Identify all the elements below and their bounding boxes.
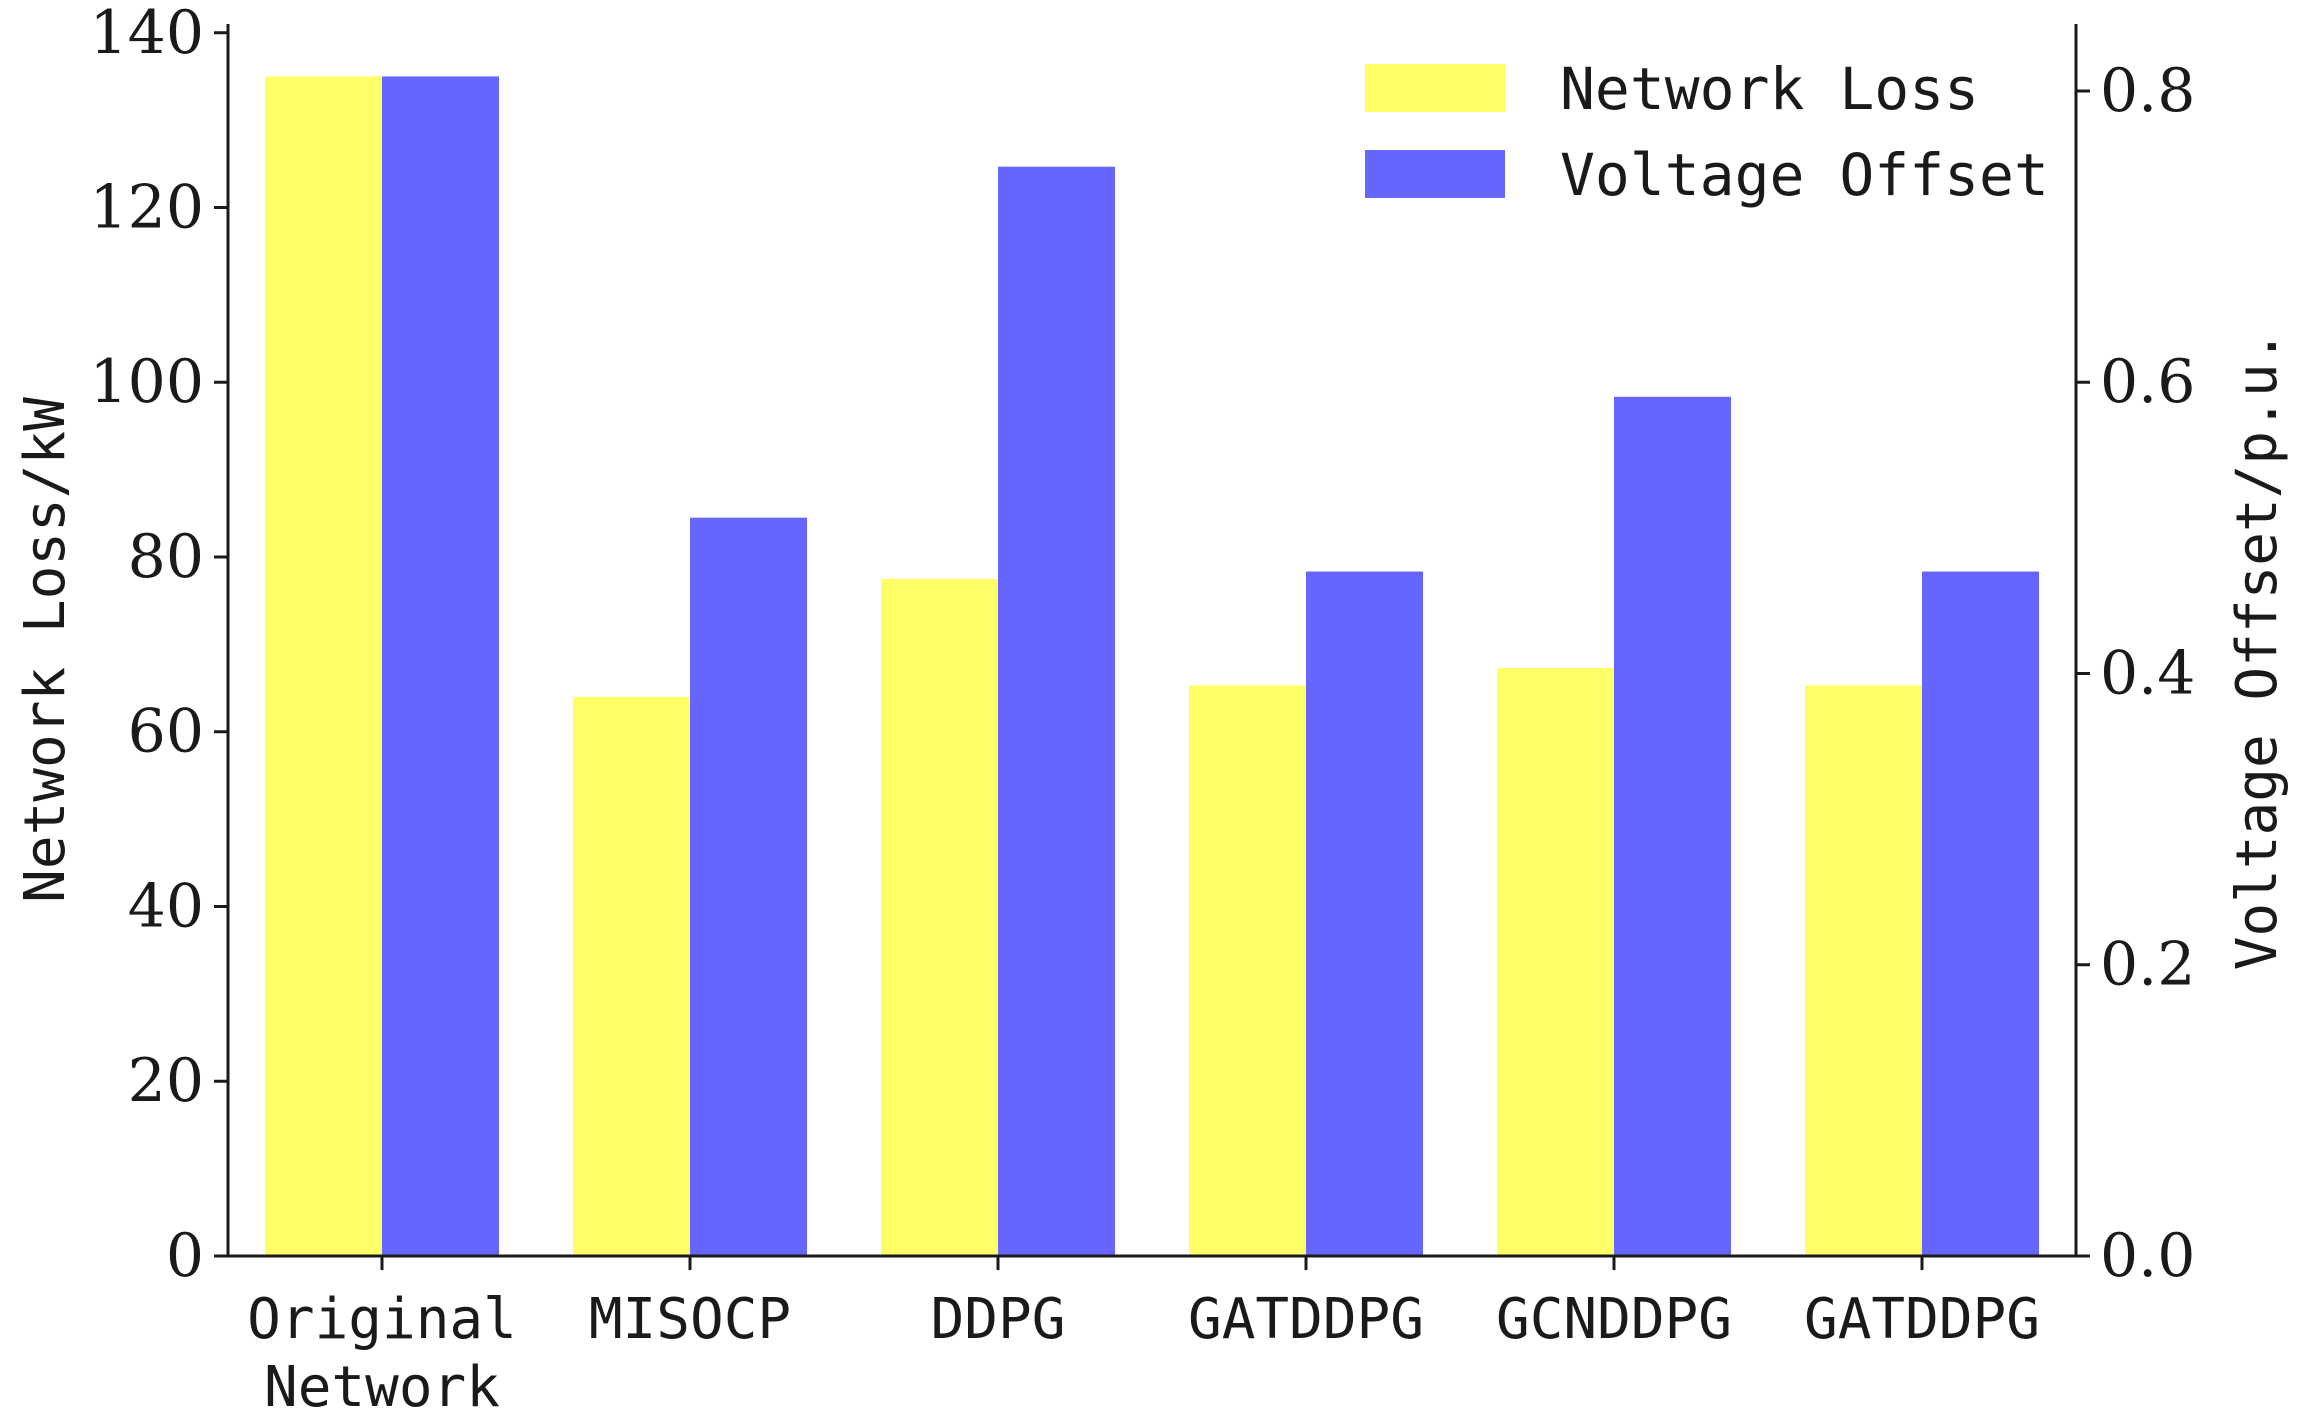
y-right-tick-label: 0.0: [2100, 1221, 2195, 1291]
bar-voltage-offset-3: [1306, 571, 1423, 1256]
bar-voltage-offset-0: [382, 76, 499, 1256]
y-left-tick-label: 100: [89, 347, 204, 417]
y-left-tick-label: 0: [166, 1221, 204, 1291]
y-right-tick-label: 0.4: [2100, 638, 2195, 708]
y-axis-left-title: Network Loss/kW: [13, 397, 78, 903]
x-tick-label: GATDDPG: [1188, 1287, 1424, 1352]
x-tick-label: GATDDPG: [1804, 1287, 2040, 1352]
legend-label-network-loss: Network Loss: [1560, 55, 1979, 123]
bar-voltage-offset-4: [1614, 396, 1731, 1256]
axes-layer: [226, 24, 2078, 1258]
legend-label-voltage-offset: Voltage Offset: [1560, 141, 2049, 209]
x-tick-label: Original: [247, 1287, 517, 1352]
x-tick-label: GCNDDPG: [1496, 1287, 1732, 1352]
legend: Network Loss Voltage Offset: [1365, 55, 2049, 209]
bar-network-loss-2: [881, 578, 998, 1256]
bar-voltage-offset-1: [690, 517, 807, 1256]
y-left-tick-label: 120: [89, 172, 204, 242]
ticks-layer: 0 20 40 60 80 100 120 140 0.0 0.2 0.4 0.6 0.8 Origina…: [89, 0, 2195, 1420]
legend-swatch-voltage-offset: [1365, 150, 1505, 198]
bars-layer: [265, 76, 2039, 1256]
y-left-tick-label: 40: [128, 871, 204, 941]
y-left-tick-label: 140: [89, 0, 204, 68]
y-right-tick-label: 0.8: [2100, 56, 2195, 126]
y-left-tick-label: 20: [128, 1046, 204, 1116]
x-tick-label: Network: [264, 1355, 500, 1420]
bar-voltage-offset-5: [1922, 571, 2039, 1256]
bar-network-loss-0: [265, 76, 382, 1256]
bar-network-loss-3: [1189, 685, 1306, 1256]
legend-swatch-network-loss: [1365, 64, 1505, 112]
y-axis-right-title: Voltage Offset/p.u.: [2225, 330, 2290, 971]
y-right-tick-label: 0.6: [2100, 347, 2195, 417]
y-left-tick-label: 60: [128, 697, 204, 767]
bar-network-loss-1: [573, 696, 690, 1256]
y-left-tick-label: 80: [128, 522, 204, 592]
bar-network-loss-4: [1497, 667, 1614, 1256]
x-tick-label: MISOCP: [589, 1287, 791, 1352]
bar-voltage-offset-2: [998, 166, 1115, 1256]
y-right-tick-label: 0.2: [2100, 930, 2195, 1000]
x-tick-label: DDPG: [931, 1287, 1066, 1352]
bar-network-loss-5: [1805, 685, 1922, 1256]
